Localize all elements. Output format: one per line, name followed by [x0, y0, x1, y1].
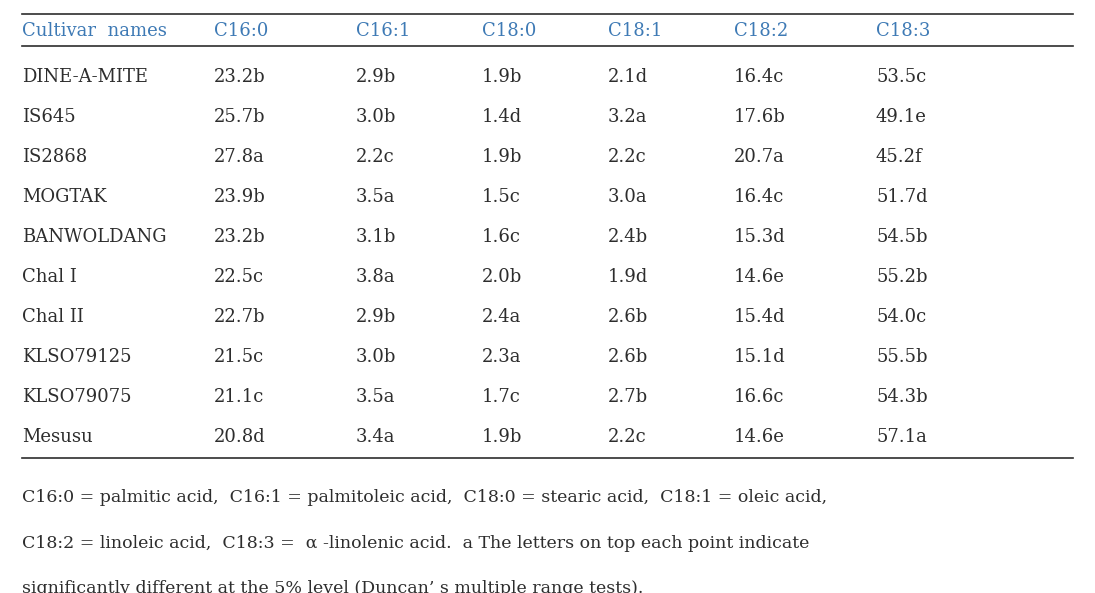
Text: 55.5b: 55.5b: [876, 348, 927, 366]
Text: 3.4a: 3.4a: [356, 428, 395, 447]
Text: 23.2b: 23.2b: [214, 68, 265, 86]
Text: 54.0c: 54.0c: [876, 308, 926, 326]
Text: 15.3d: 15.3d: [734, 228, 785, 246]
Text: IS2868: IS2868: [22, 148, 88, 166]
Text: BANWOLDANG: BANWOLDANG: [22, 228, 166, 246]
Text: C18:3: C18:3: [876, 21, 931, 40]
Text: 3.0b: 3.0b: [356, 108, 396, 126]
Text: Cultivar  names: Cultivar names: [22, 21, 166, 40]
Text: 27.8a: 27.8a: [214, 148, 264, 166]
Text: 1.9b: 1.9b: [482, 68, 522, 86]
Text: 22.5c: 22.5c: [214, 268, 264, 286]
Text: 17.6b: 17.6b: [734, 108, 785, 126]
Text: 15.4d: 15.4d: [734, 308, 785, 326]
Text: 1.4d: 1.4d: [482, 108, 522, 126]
Text: 1.6c: 1.6c: [482, 228, 521, 246]
Text: Chal II: Chal II: [22, 308, 84, 326]
Text: 2.2c: 2.2c: [608, 148, 646, 166]
Text: 2.2c: 2.2c: [608, 428, 646, 447]
Text: 3.8a: 3.8a: [356, 268, 395, 286]
Text: 16.4c: 16.4c: [734, 188, 784, 206]
Text: 2.6b: 2.6b: [608, 308, 648, 326]
Text: 20.7a: 20.7a: [734, 148, 784, 166]
Text: Chal I: Chal I: [22, 268, 77, 286]
Text: 16.6c: 16.6c: [734, 388, 784, 406]
Text: 2.4b: 2.4b: [608, 228, 648, 246]
Text: 51.7d: 51.7d: [876, 188, 927, 206]
Text: 14.6e: 14.6e: [734, 428, 784, 447]
Text: C18:2 = linoleic acid,  C18:3 =  α -linolenic acid.  a The letters on top each p: C18:2 = linoleic acid, C18:3 = α -linole…: [22, 535, 809, 551]
Text: 53.5c: 53.5c: [876, 68, 926, 86]
Text: 45.2f: 45.2f: [876, 148, 923, 166]
Text: 21.1c: 21.1c: [214, 388, 264, 406]
Text: 3.2a: 3.2a: [608, 108, 647, 126]
Text: 3.0b: 3.0b: [356, 348, 396, 366]
Text: 3.1b: 3.1b: [356, 228, 396, 246]
Text: 54.3b: 54.3b: [876, 388, 927, 406]
Text: C16:1: C16:1: [356, 21, 411, 40]
Text: 2.3a: 2.3a: [482, 348, 521, 366]
Text: 49.1e: 49.1e: [876, 108, 926, 126]
Text: C18:2: C18:2: [734, 21, 788, 40]
Text: 23.2b: 23.2b: [214, 228, 265, 246]
Text: MOGTAK: MOGTAK: [22, 188, 106, 206]
Text: 54.5b: 54.5b: [876, 228, 927, 246]
Text: 2.0b: 2.0b: [482, 268, 522, 286]
Text: DINE-A-MITE: DINE-A-MITE: [22, 68, 148, 86]
Text: 1.9d: 1.9d: [608, 268, 648, 286]
Text: 55.2b: 55.2b: [876, 268, 927, 286]
Text: C18:1: C18:1: [608, 21, 662, 40]
Text: 2.9b: 2.9b: [356, 68, 396, 86]
Text: 25.7b: 25.7b: [214, 108, 265, 126]
Text: 1.9b: 1.9b: [482, 428, 522, 447]
Text: Mesusu: Mesusu: [22, 428, 93, 447]
Text: C16:0: C16:0: [214, 21, 268, 40]
Text: 1.5c: 1.5c: [482, 188, 521, 206]
Text: 57.1a: 57.1a: [876, 428, 926, 447]
Text: IS645: IS645: [22, 108, 76, 126]
Text: 22.7b: 22.7b: [214, 308, 265, 326]
Text: 3.5a: 3.5a: [356, 188, 395, 206]
Text: KLSO79125: KLSO79125: [22, 348, 131, 366]
Text: 21.5c: 21.5c: [214, 348, 264, 366]
Text: 3.0a: 3.0a: [608, 188, 647, 206]
Text: 20.8d: 20.8d: [214, 428, 265, 447]
Text: 1.7c: 1.7c: [482, 388, 521, 406]
Text: 14.6e: 14.6e: [734, 268, 784, 286]
Text: 2.4a: 2.4a: [482, 308, 521, 326]
Text: 2.6b: 2.6b: [608, 348, 648, 366]
Text: 2.9b: 2.9b: [356, 308, 396, 326]
Text: 2.1d: 2.1d: [608, 68, 648, 86]
Text: 15.1d: 15.1d: [734, 348, 785, 366]
Text: KLSO79075: KLSO79075: [22, 388, 131, 406]
Text: 23.9b: 23.9b: [214, 188, 265, 206]
Text: C16:0 = palmitic acid,  C16:1 = palmitoleic acid,  C18:0 = stearic acid,  C18:1 : C16:0 = palmitic acid, C16:1 = palmitole…: [22, 489, 827, 506]
Text: 1.9b: 1.9b: [482, 148, 522, 166]
Text: 2.7b: 2.7b: [608, 388, 648, 406]
Text: 16.4c: 16.4c: [734, 68, 784, 86]
Text: 2.2c: 2.2c: [356, 148, 394, 166]
Text: 3.5a: 3.5a: [356, 388, 395, 406]
Text: significantly different at the 5% level (Duncan’ s multiple range tests).: significantly different at the 5% level …: [22, 581, 643, 593]
Text: C18:0: C18:0: [482, 21, 537, 40]
